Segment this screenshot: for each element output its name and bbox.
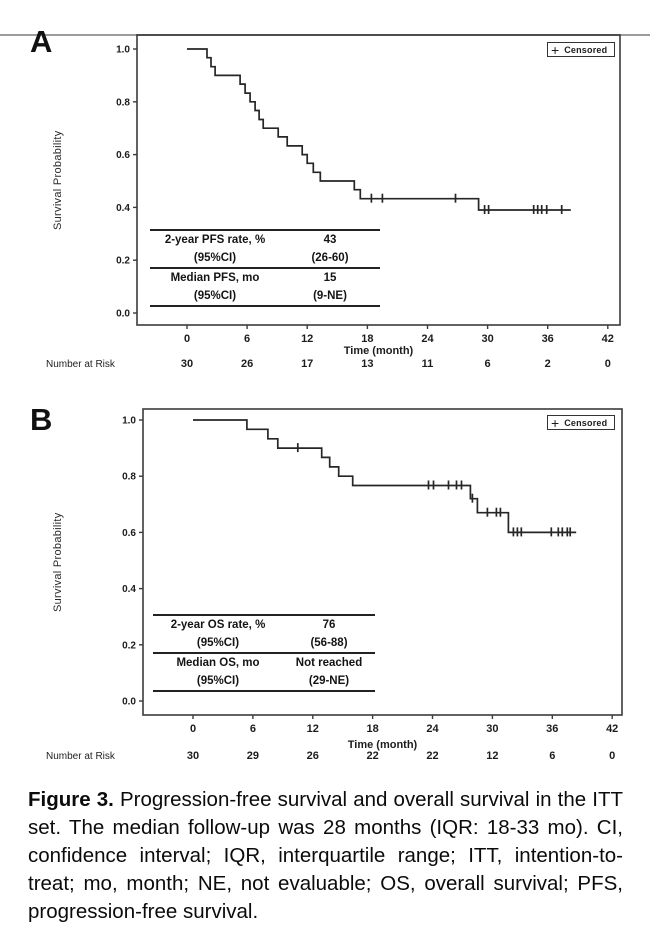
x-tick-label: 18	[366, 723, 378, 735]
inset-row-label: 2-year OS rate, %	[170, 619, 266, 631]
x-tick-label: 24	[421, 333, 434, 345]
risk-count: 29	[246, 750, 260, 762]
inset-row-label: (95%CI)	[193, 252, 237, 264]
x-tick-label: 6	[244, 333, 250, 345]
y-tick-label: 0.8	[122, 472, 136, 483]
inset-row-label: (95%CI)	[193, 290, 237, 302]
risk-count: 6	[549, 750, 556, 762]
inset-row-value: (9-NE)	[313, 290, 347, 302]
inset-stats-table: 2-year PFS rate, % 43 (95%CI) (26-60) Median…	[150, 229, 380, 307]
inset-stats-table: 2-year OS rate, % 76 (95%CI) (56-88) Median …	[153, 614, 375, 692]
y-axis-title: Survival Probability	[52, 130, 64, 230]
risk-count: 12	[486, 750, 499, 762]
number-at-risk-label: Number at Risk	[46, 751, 115, 762]
y-tick-label: 0.6	[122, 528, 136, 539]
legend-censored: + Censored	[547, 415, 615, 430]
panel-b-os: 1.0 0.8 0.6 0.4 0.2 0.0 0 6 12 18 24 30 36 42 B Survi…	[0, 390, 650, 782]
y-tick-label: 0.8	[116, 97, 130, 108]
x-tick-label: 30	[486, 723, 498, 735]
plus-icon: +	[551, 41, 560, 58]
risk-count: 26	[240, 358, 254, 370]
risk-count: 22	[366, 750, 379, 762]
y-tick-label: 0.2	[122, 640, 136, 651]
inset-row-value: 15	[323, 272, 337, 284]
figure-caption-text: Progression-free survival and overall su…	[28, 788, 623, 923]
y-tick-label: 0.4	[116, 203, 130, 214]
number-at-risk-row: Number at Risk 30 26 17 13 11 6 2 0	[0, 358, 650, 372]
x-axis-title: Time (month)	[343, 345, 414, 357]
inset-row-value: (56-88)	[310, 637, 348, 649]
risk-count: 0	[609, 750, 616, 762]
plus-icon: +	[551, 414, 560, 431]
risk-count: 13	[361, 358, 374, 370]
x-tick-label: 42	[606, 723, 618, 735]
figure-caption: Figure 3. Progression-free survival and …	[28, 786, 623, 926]
inset-table-row: 2-year PFS rate, % 43	[150, 231, 380, 249]
inset-row-value: 43	[323, 234, 337, 246]
risk-count: 30	[186, 750, 200, 762]
y-tick-label: 1.0	[116, 45, 130, 56]
plot-frame	[136, 34, 621, 326]
risk-count: 17	[301, 358, 314, 370]
risk-count: 26	[306, 750, 319, 762]
km-plot-os: 1.0 0.8 0.6 0.4 0.2 0.0 0 6 12 18 24 30 36 42	[122, 408, 623, 735]
risk-count: 11	[421, 358, 434, 370]
risk-count: 30	[180, 358, 194, 370]
x-tick-label: 36	[542, 333, 554, 345]
panel-a-pfs: 1.0 0.8 0.6 0.4 0.2 0.0 0 6 12 18 24 30 36 42 A Survi…	[0, 0, 650, 390]
survival-curve	[187, 48, 571, 211]
y-tick-label: 0.6	[116, 150, 130, 161]
inset-table-row: 2-year OS rate, % 76	[153, 616, 375, 634]
x-tick-label: 42	[602, 333, 614, 345]
y-tick-label: 0.0	[116, 309, 130, 320]
inset-row-value: 76	[322, 619, 336, 631]
y-axis-title: Survival Probability	[52, 512, 64, 612]
inset-table-row: (95%CI) (26-60)	[150, 249, 380, 269]
inset-row-label: (95%CI)	[196, 675, 240, 687]
panel-label-a: A	[30, 24, 53, 59]
inset-row-value: Not reached	[295, 657, 363, 669]
x-tick-label: 30	[481, 333, 493, 345]
inset-row-value: (29-NE)	[308, 675, 350, 687]
survival-curve	[193, 419, 577, 534]
x-tick-label: 6	[250, 723, 256, 735]
x-tick-label: 12	[307, 723, 319, 735]
legend-label: Censored	[564, 417, 608, 428]
x-tick-label: 36	[546, 723, 558, 735]
inset-row-label: Median PFS, mo	[170, 272, 260, 284]
x-tick-label: 0	[190, 723, 196, 735]
x-tick-label: 0	[184, 333, 190, 345]
panel-label-b: B	[30, 402, 53, 437]
plot-frame	[142, 408, 623, 716]
number-at-risk-row: Number at Risk 30 29 26 22 22 12 6 0	[0, 750, 650, 764]
km-plot-pfs: 1.0 0.8 0.6 0.4 0.2 0.0 0 6 12 18 24 30 36 42	[116, 34, 621, 345]
inset-table-row: (95%CI) (29-NE)	[153, 672, 375, 690]
inset-row-value: (26-60)	[311, 252, 349, 264]
y-tick-label: 0.2	[116, 256, 130, 267]
y-tick-label: 0.4	[122, 584, 136, 595]
y-tick-label: 0.0	[122, 697, 136, 708]
inset-table-row: Median PFS, mo 15	[150, 269, 380, 287]
inset-row-label: (95%CI)	[196, 637, 240, 649]
inset-table-row: Median OS, mo Not reached	[153, 654, 375, 672]
x-tick-label: 18	[361, 333, 373, 345]
risk-count: 0	[604, 358, 611, 370]
number-at-risk-label: Number at Risk	[46, 359, 115, 370]
x-tick-label: 12	[301, 333, 313, 345]
x-axis-title: Time (month)	[347, 739, 418, 751]
risk-count: 6	[484, 358, 491, 370]
y-tick-label: 1.0	[122, 416, 136, 427]
x-tick-label: 24	[426, 723, 439, 735]
risk-count: 22	[426, 750, 439, 762]
inset-table-row: (95%CI) (9-NE)	[150, 287, 380, 305]
figure-caption-label: Figure 3.	[28, 788, 114, 811]
inset-row-label: Median OS, mo	[176, 657, 260, 669]
inset-row-label: 2-year PFS rate, %	[164, 234, 266, 246]
risk-count: 2	[544, 358, 551, 370]
legend-censored: + Censored	[547, 42, 615, 57]
inset-table-row: (95%CI) (56-88)	[153, 634, 375, 654]
legend-label: Censored	[564, 44, 608, 55]
